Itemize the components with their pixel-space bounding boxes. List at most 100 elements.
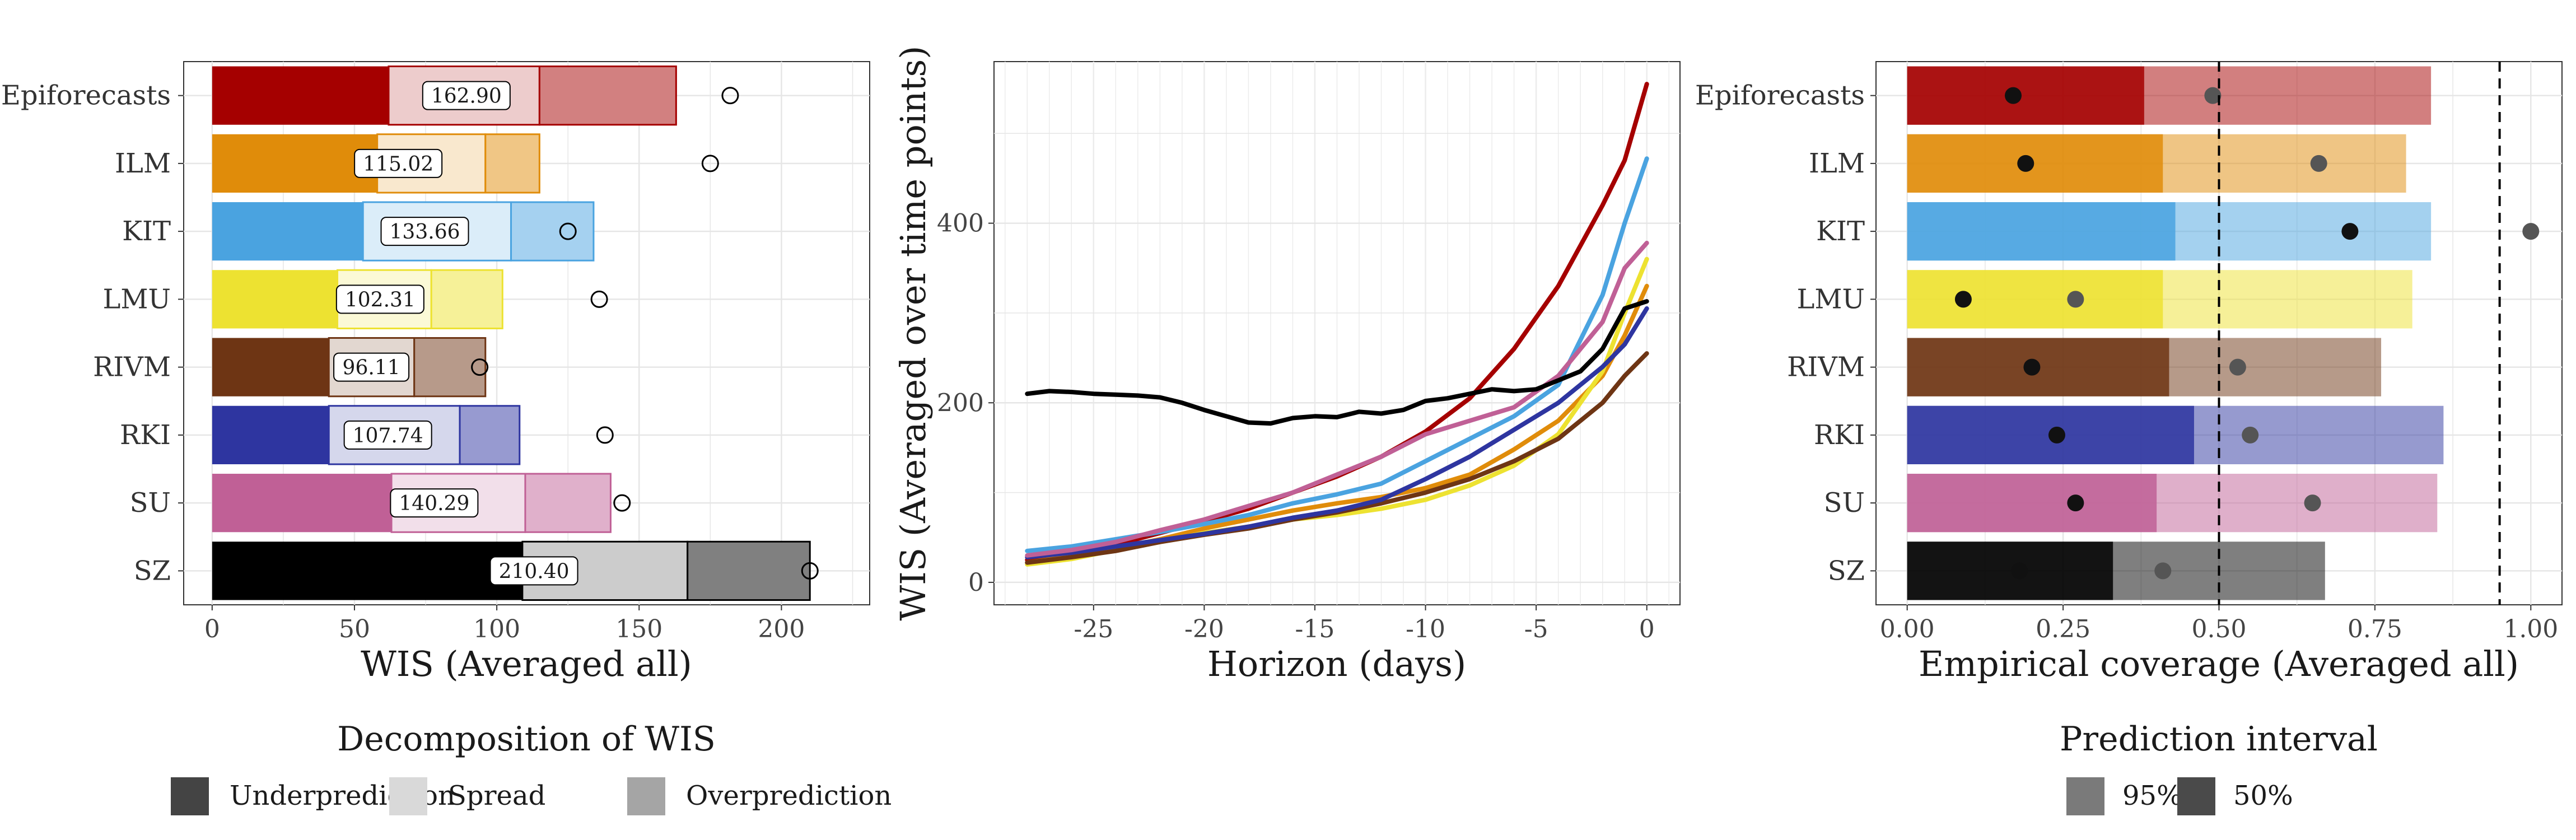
wis-x-axis-title: WIS (Averaged all) [361, 643, 692, 684]
bar-50 [1907, 202, 2176, 261]
bar-underprediction [212, 338, 329, 396]
wis-legend-key [627, 777, 665, 815]
pi-legend-key [2177, 777, 2215, 815]
wis-total-label: 140.29 [399, 492, 469, 515]
wis-total-label: 162.90 [431, 85, 502, 108]
y-tick-label: 400 [937, 209, 984, 238]
point-95 [2242, 426, 2259, 444]
y-tick-label: KIT [122, 216, 171, 247]
wis-circle-marker [590, 290, 608, 308]
coverage-panel: Epiforecasts ILM KIT LMU RIVM RKI SU SZ 0.00 0.2… [1695, 61, 2563, 684]
x-tick-label: -20 [1184, 615, 1224, 643]
wis-circle-marker [613, 494, 631, 512]
wis-bars: 162.90 115.02 133.66 102.31 96.11 107.74 140.2… [212, 65, 819, 601]
pi-legend-key [2066, 777, 2104, 815]
wis-total-label-box [343, 420, 432, 450]
line-su [1025, 240, 1649, 558]
x-tick-label: -10 [1406, 615, 1445, 643]
horizon-y-axis-title: WIS (Averaged over time points) [893, 46, 934, 621]
line-sz [1025, 299, 1649, 426]
wis-legend-label: Overprediction [686, 780, 892, 811]
wis-total-label: 210.40 [499, 560, 570, 583]
pi-legend-label: 95% [2122, 780, 2182, 811]
x-tick-label: -25 [1074, 615, 1113, 643]
x-tick-label: 150 [615, 615, 662, 643]
x-tick-label: 0 [204, 615, 220, 643]
point-50 [2048, 426, 2065, 444]
bar-underprediction [212, 202, 363, 261]
bar-50 [1907, 542, 2113, 600]
wis-x-axis: 0 50 100 150 200 [204, 605, 805, 643]
wis-circle-marker [721, 87, 739, 105]
bar-underprediction [212, 66, 389, 125]
pi-legend: Prediction interval 95% 50% [2060, 720, 2378, 815]
wis-total-label: 107.74 [353, 424, 423, 447]
wis-total-label: 133.66 [390, 221, 460, 244]
bar-overprediction [687, 540, 811, 601]
point-50 [2005, 87, 2022, 104]
line-rivm [1025, 351, 1649, 565]
point-50 [2341, 223, 2359, 240]
bar-overprediction [538, 65, 677, 126]
y-tick-label: Epiforecasts [1, 80, 171, 111]
wis-legend-key [171, 777, 209, 815]
wis-total-label-box [489, 556, 578, 586]
x-tick-label: 0.25 [2036, 615, 2090, 643]
bar-50 [1907, 270, 2163, 329]
x-tick-label: 0.75 [2348, 615, 2402, 643]
horizon-lines [1025, 82, 1649, 567]
y-tick-label: RIVM [1787, 352, 1865, 383]
point-95 [2067, 291, 2084, 308]
wis-total-label-box [380, 217, 469, 246]
point-95 [2154, 562, 2172, 580]
wis-total-label-box [354, 148, 443, 178]
horizon-x-axis-title: Horizon (days) [1207, 643, 1466, 684]
bar-50 [1907, 66, 2144, 125]
wis-circle-marker [801, 562, 819, 580]
y-tick-label: RKI [120, 419, 171, 451]
point-50 [2017, 155, 2034, 172]
x-tick-label: 0.00 [1880, 615, 1935, 643]
wis-horizon-panel: -25 -20 -15 -10 -5 0 0 200 400 Horizon (days) WI… [893, 46, 1681, 684]
bar-underprediction [212, 473, 392, 533]
x-tick-label: 0.50 [2192, 615, 2247, 643]
y-tick-label: SU [1824, 487, 1865, 519]
y-tick-label: ILM [115, 148, 171, 179]
x-tick-label: 1.00 [2503, 615, 2558, 643]
y-tick-label: Epiforecasts [1695, 80, 1865, 111]
point-95 [2204, 87, 2222, 104]
y-tick-label: RKI [1814, 419, 1865, 451]
bar-overprediction [524, 473, 612, 533]
bar-underprediction [212, 542, 522, 600]
pi-legend-label: 50% [2233, 780, 2293, 811]
coverage-bars [1907, 62, 2540, 605]
x-tick-label: 0 [1639, 615, 1655, 643]
wis-legend-label: Spread [448, 780, 545, 811]
wis-circle-marker [559, 222, 577, 240]
bar-overprediction [510, 201, 595, 262]
bar-50 [1907, 473, 2157, 533]
bar-50 [1907, 134, 2163, 193]
point-95 [2522, 223, 2540, 240]
point-95 [2304, 494, 2321, 512]
wis-total-label: 102.31 [345, 288, 416, 311]
point-50 [2011, 562, 2028, 580]
line-rki [1025, 306, 1649, 559]
x-tick-label: 200 [758, 615, 805, 643]
wis-total-label: 96.11 [343, 357, 400, 380]
horizon-axes: -25 -20 -15 -10 -5 0 0 200 400 [937, 209, 1655, 643]
y-tick-label: ILM [1809, 148, 1865, 179]
horizon-gridlines [994, 62, 1680, 605]
bar-overprediction [484, 133, 540, 194]
x-tick-label: 100 [473, 615, 520, 643]
wis-circle-marker [471, 358, 489, 376]
wis-circle-marker [596, 426, 614, 444]
coverage-x-axis: 0.00 0.25 0.50 0.75 1.00 [1880, 605, 2558, 643]
x-tick-label: 50 [339, 615, 370, 643]
x-tick-label: -15 [1295, 615, 1335, 643]
y-tick-label: LMU [1797, 283, 1865, 315]
wis-total-label: 115.02 [363, 153, 433, 176]
y-tick-label: KIT [1816, 216, 1865, 247]
coverage-y-axis: Epiforecasts ILM KIT LMU RIVM RKI SU SZ [1695, 80, 1876, 586]
